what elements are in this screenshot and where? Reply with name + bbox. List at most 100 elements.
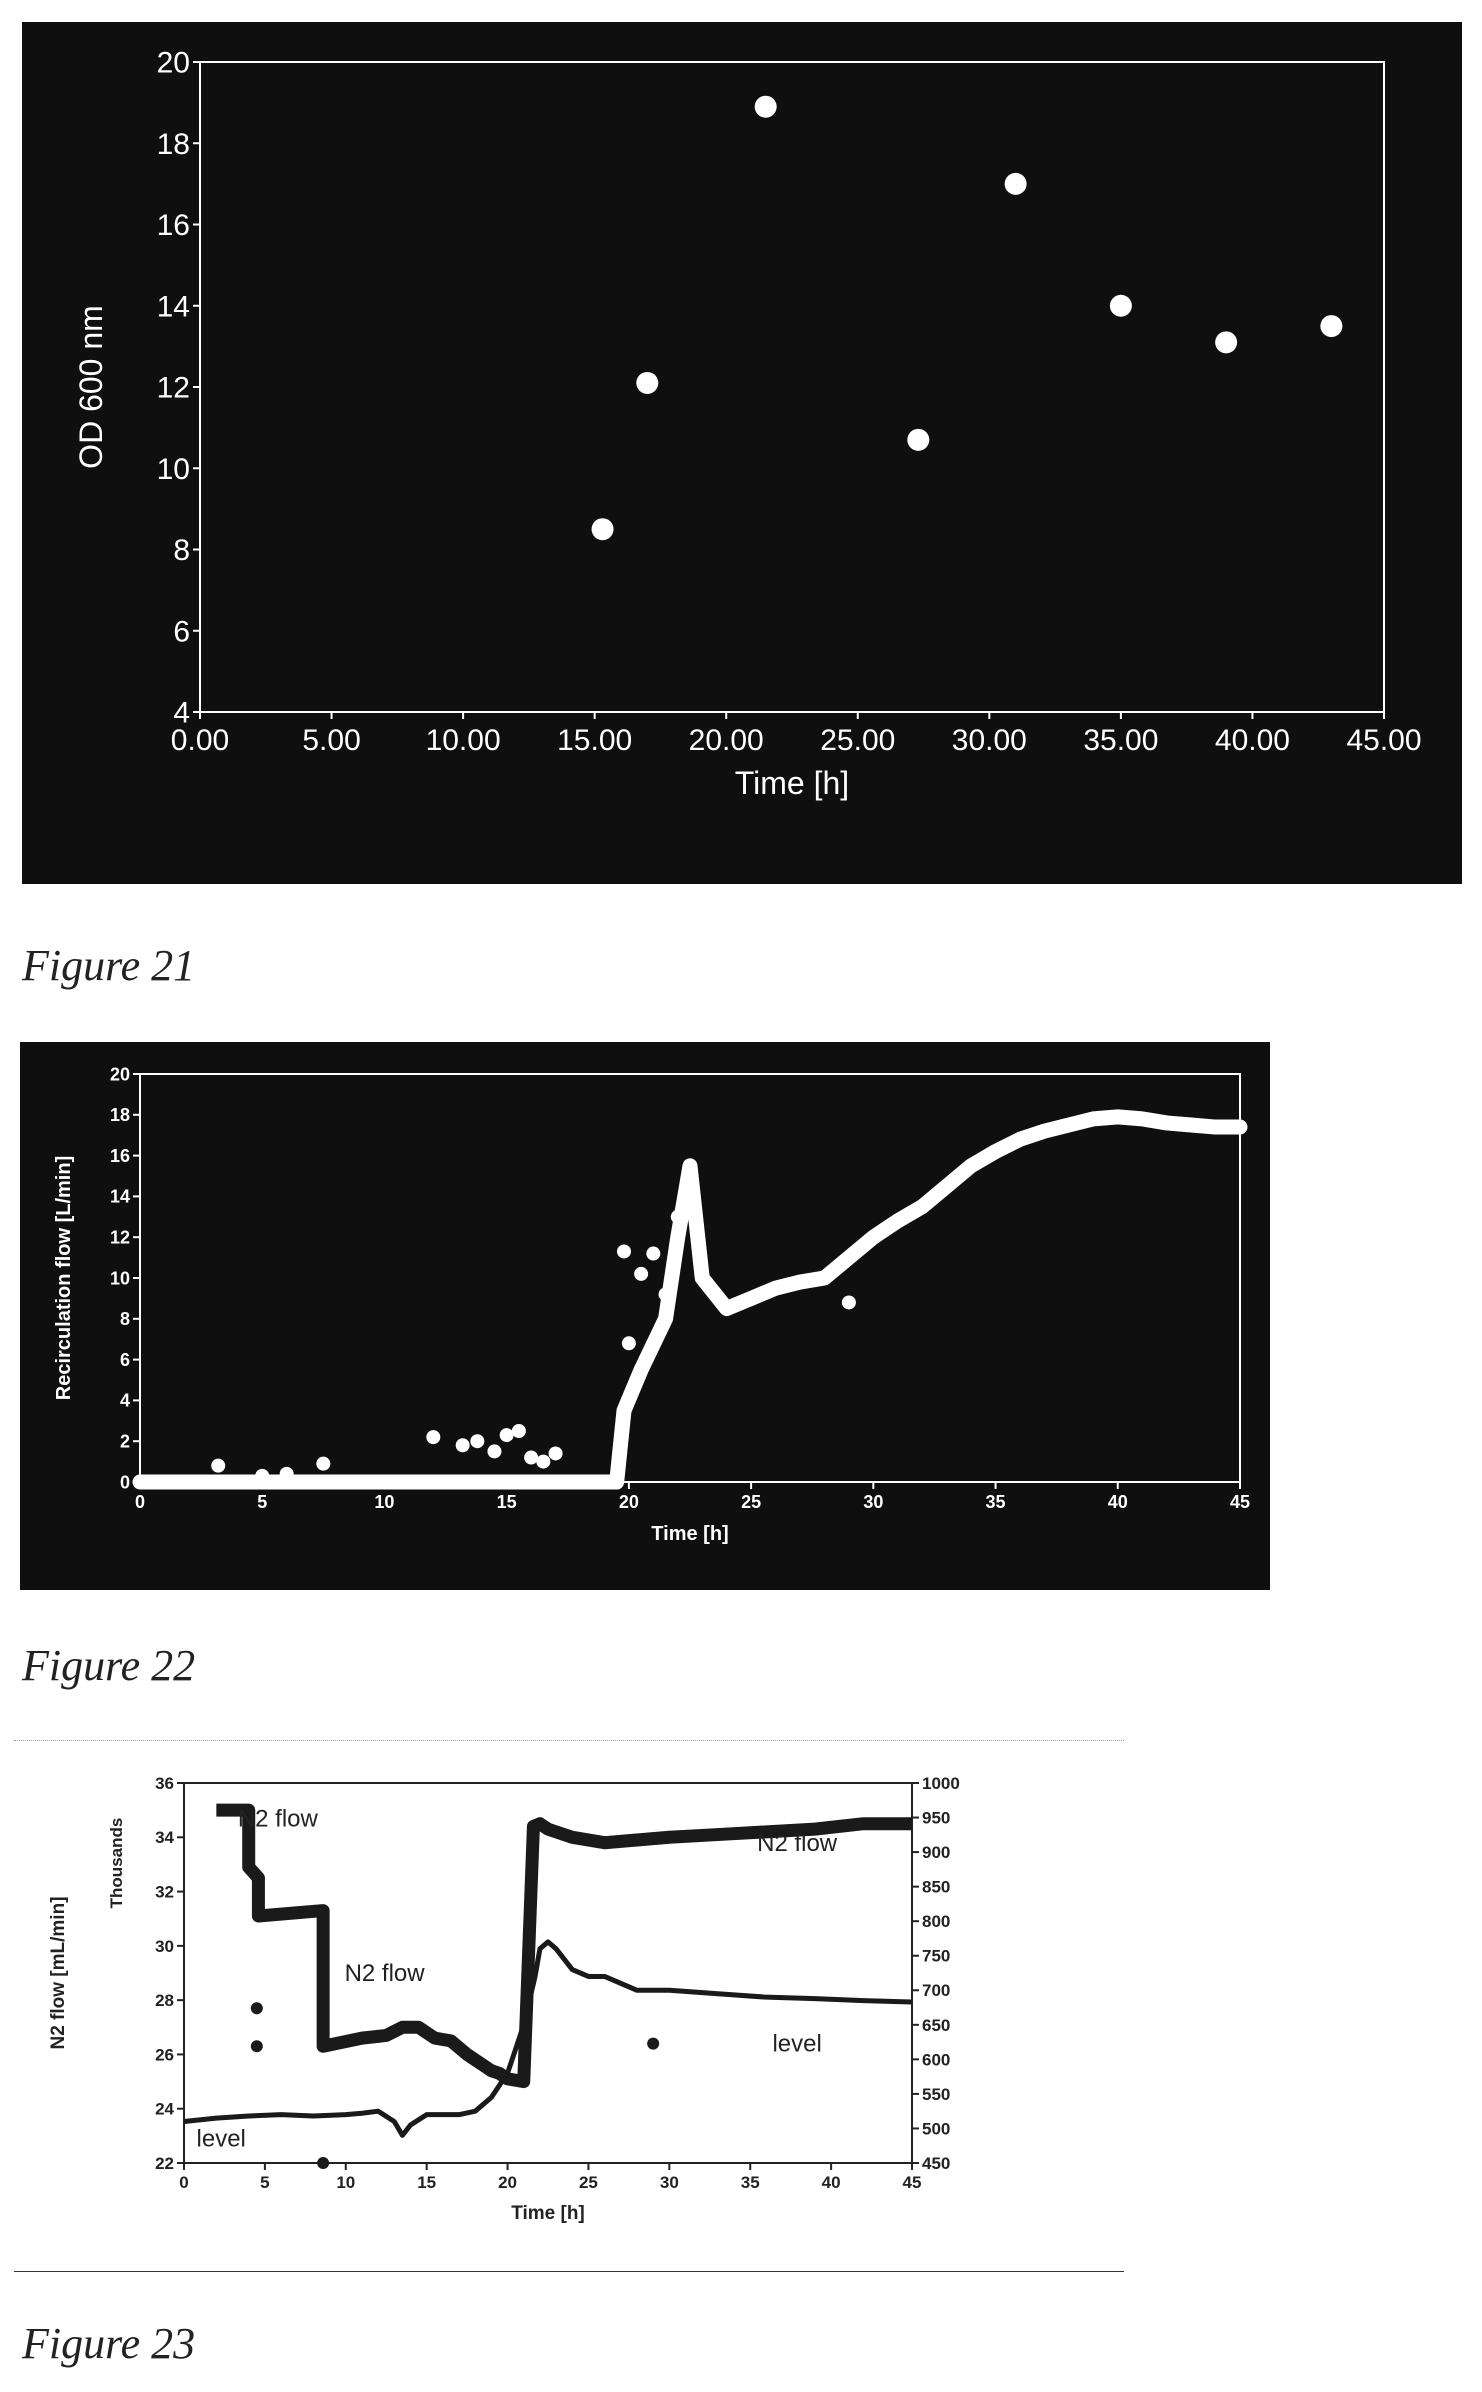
x-tick-label: 10 [374,1492,394,1512]
data-point [646,1246,661,1261]
x-tick-label: 15 [497,1492,517,1512]
data-point [250,2002,263,2015]
y-tick-label: 14 [157,290,190,323]
data-point [279,1466,294,1481]
x-tick-label: 40 [822,2173,841,2192]
data-point [658,1287,673,1302]
x-tick-label: 45 [1230,1492,1250,1512]
y-tick-label: 12 [157,372,190,405]
data-point [591,518,614,541]
y-tick-label: 20 [110,1064,130,1084]
data-point [316,1456,331,1471]
x-tick-label: 20 [498,2173,517,2192]
y-tick-label: 10 [157,453,190,486]
x-tick-label: 35 [741,2173,760,2192]
y-tick-label: 8 [120,1309,130,1329]
x-tick-label: 30 [660,2173,679,2192]
y-tick-label: 16 [110,1146,130,1166]
series-line [132,1109,1248,1490]
y2-tick-label: 700 [922,1981,950,2000]
data-point [617,1244,631,1259]
y2-tick-label: 800 [922,1912,950,1931]
annotation-label: N2 flow [345,1960,426,1987]
y-tick-label: 18 [110,1105,130,1125]
x-tick-label: 35.00 [1083,724,1158,757]
y2-tick-label: 650 [922,2016,950,2035]
data-point [1320,315,1343,338]
data-point [621,1336,636,1351]
y-tick-label: 26 [155,2045,174,2064]
plot-area [183,1782,913,2164]
figure-23-caption: Figure 23 [22,2319,196,2368]
data-point [907,428,930,451]
y-tick-label: 20 [157,47,190,80]
y-tick-label: 8 [173,534,190,567]
data-point [511,1424,526,1438]
y2-tick-label: 600 [922,2050,950,2069]
y-tick-label: 10 [110,1268,130,1288]
x-tick-label: 20 [619,1492,639,1512]
y-tick-label: 16 [157,209,190,242]
data-point [211,1458,226,1473]
y-tick-label: 18 [157,128,190,161]
y-tick-label: 34 [155,1828,174,1847]
x-tick-label: 30.00 [952,724,1027,757]
x-tick-label: 40 [1108,1492,1128,1512]
x-tick-label: 15.00 [557,724,632,757]
level-series [183,1939,913,2138]
y-tick-label: 32 [155,1883,174,1902]
y2-tick-label: 450 [922,2154,950,2173]
data-point [470,1434,485,1449]
y-tick-label: 22 [155,2154,174,2173]
n2-flow-series [216,1803,912,2089]
annotation-label: level [197,2126,246,2153]
annotation-label: N2 flow [238,1805,319,1832]
data-point [634,1266,649,1281]
y-tick-label: 36 [155,1774,174,1793]
y2-tick-label: 750 [922,1947,950,1966]
y-tick-label: 12 [110,1228,130,1248]
x-tick-label: 10 [336,2173,355,2192]
plot-area [199,61,1385,713]
figure-22-caption: Figure 22 [22,1641,196,1690]
y-tick-label: 28 [155,1991,174,2010]
y-tick-label: 30 [155,1937,174,1956]
data-point [426,1430,441,1445]
y2-tick-label: 500 [922,2119,950,2138]
figure-22-svg: 0 5 10 15 20 25 30 35 40 45 0 2 4 6 8 10 12 14 16 18 20 Time … [53,1064,1250,1545]
x-tick-label: 10.00 [426,724,501,757]
plot-area [139,1073,1241,1483]
data-point [647,2037,660,2050]
data-point [250,2040,263,2053]
x-axis-label: Time [h] [735,765,849,801]
x-tick-label: 0 [135,1492,145,1512]
y-tick-label: 2 [120,1432,130,1452]
y-tick-label: 4 [120,1391,130,1411]
x-tick-label: 40.00 [1215,724,1290,757]
y2-tick-label: 1000 [922,1774,960,1793]
x-tick-label: 25 [579,2173,598,2192]
data-point [548,1446,563,1461]
y-tick-label: 6 [173,615,190,648]
y2-tick-label: 850 [922,1878,950,1897]
x-tick-label: 20.00 [689,724,764,757]
y-multiplier-label: Thousands [107,1818,126,1909]
data-point [317,2157,330,2169]
data-point [1004,172,1027,195]
annotation-label: level [772,2031,821,2058]
x-tick-label: 25 [741,1492,761,1512]
x-tick-label: 5 [260,2173,269,2192]
data-point [754,95,777,118]
figure-21-chart: 0.00 5.00 10.00 15.00 20.00 25.00 30.00 35.00 40… [22,22,1462,884]
figure-21-svg: 0.00 5.00 10.00 15.00 20.00 25.00 30.00 35.00 40… [73,47,1422,802]
y2-tick-label: 900 [922,1843,950,1862]
data-point [255,1468,270,1483]
data-point [487,1444,502,1459]
annotation-label: N2 flow [757,1830,838,1857]
x-axis-label: Time [h] [651,1523,728,1545]
figure-23-chart: 0 5 10 15 20 25 30 35 40 45 22 24 26 28 30 32 34 36 450 500… [14,1740,1124,2272]
data-point [636,371,659,394]
x-tick-label: 45 [903,2173,922,2192]
x-tick-label: 5 [257,1492,267,1512]
y-tick-label: 24 [155,2100,174,2119]
